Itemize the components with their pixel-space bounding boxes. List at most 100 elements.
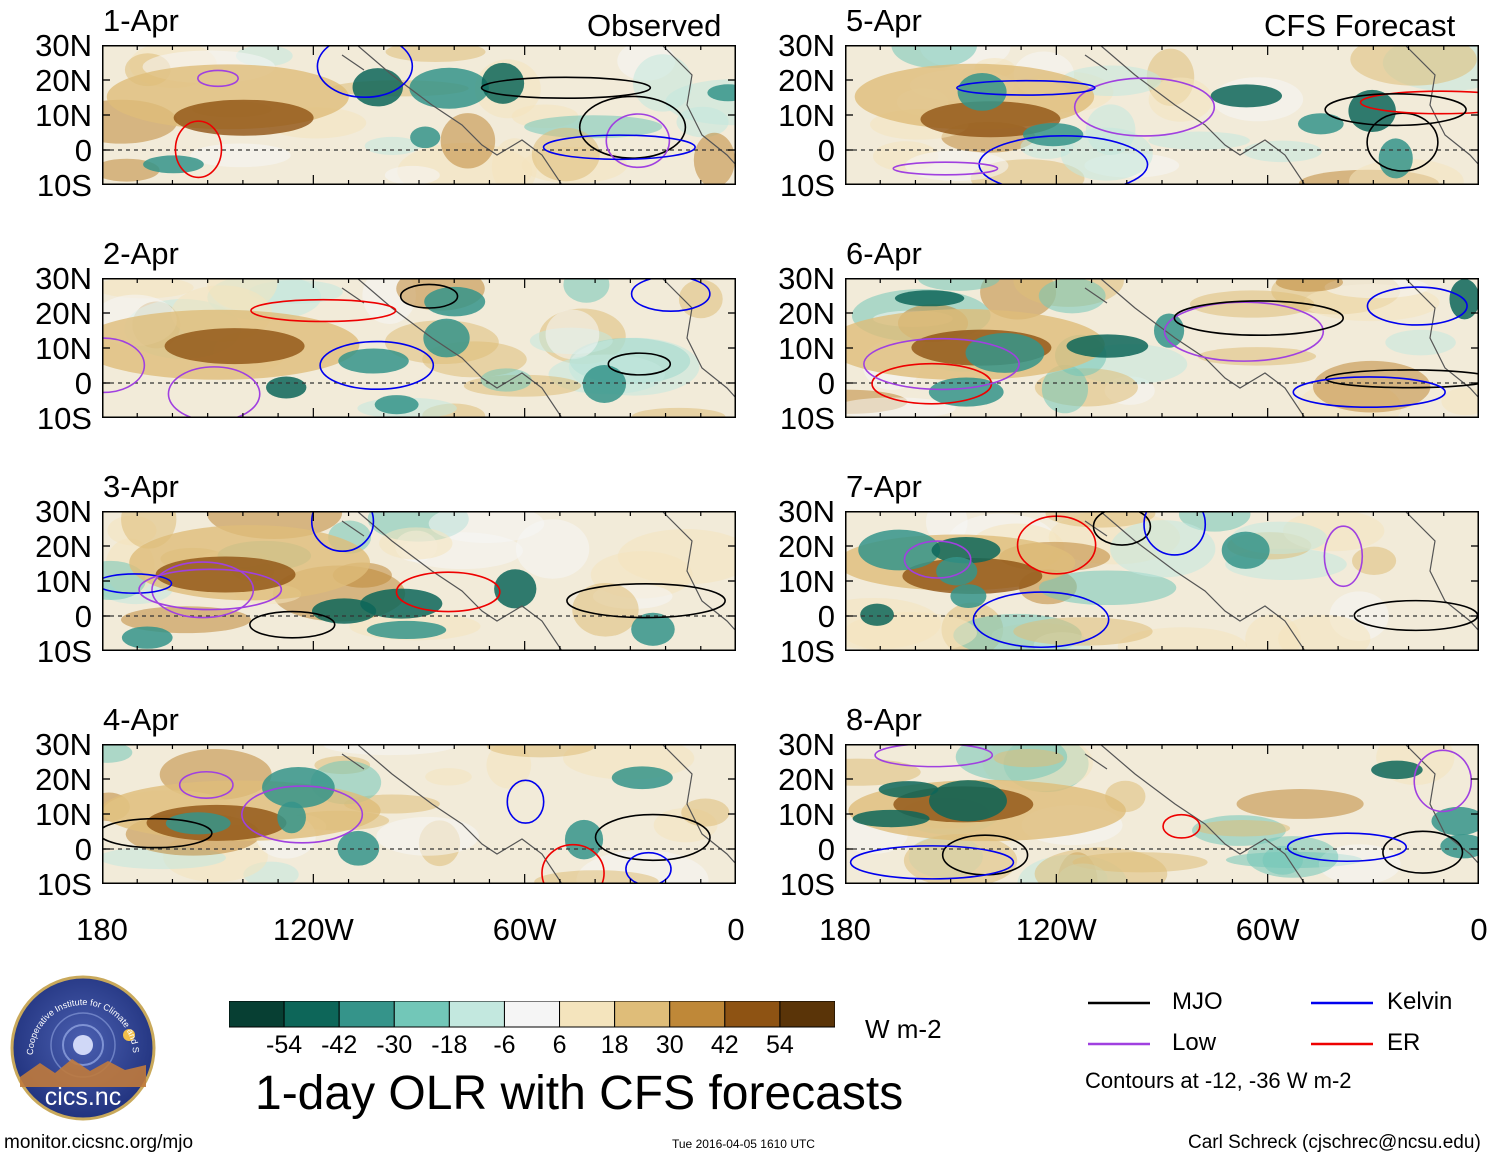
colorbar-swatch xyxy=(393,1001,450,1028)
colorbar: -54 -42 -30 -18 -6 6 18 30 42 54 xyxy=(229,1001,835,1061)
contour-loop xyxy=(542,134,696,161)
colorbar-swatch xyxy=(503,1001,561,1028)
olr-blob xyxy=(563,278,610,303)
colorbar-label: 6 xyxy=(552,1031,567,1059)
contour-loop xyxy=(1292,376,1446,409)
olr-blob xyxy=(440,113,496,169)
olr-blob xyxy=(681,798,730,827)
olr-blob xyxy=(121,626,173,649)
olr-blob xyxy=(993,749,1064,768)
x-tick-label: 0 xyxy=(727,912,745,947)
olr-blob xyxy=(1275,278,1343,292)
olr-blob xyxy=(1013,617,1153,646)
olr-blob xyxy=(936,557,978,586)
contour-loop xyxy=(1413,749,1473,813)
y-tick-label: 30N xyxy=(35,494,92,529)
olr-blob xyxy=(894,290,965,307)
olr-blob xyxy=(337,830,380,866)
olr-field-1-Apr xyxy=(102,45,736,185)
olr-blob xyxy=(852,809,930,828)
olr-blob xyxy=(376,816,479,856)
legend-low: Low xyxy=(1172,1029,1217,1056)
olr-blob xyxy=(164,328,305,365)
olr-blob xyxy=(693,132,735,185)
olr-blob xyxy=(572,582,639,637)
y-tick-label: 10S xyxy=(779,867,835,902)
x-tick-label: 120W xyxy=(272,912,354,947)
contour-loop xyxy=(1359,90,1479,115)
contour-loop xyxy=(625,851,672,884)
olr-blob xyxy=(360,588,443,619)
y-tick-label: 20N xyxy=(778,529,835,564)
olr-blob xyxy=(1034,847,1168,884)
contour-loop xyxy=(630,278,711,313)
contour-loop xyxy=(241,785,364,844)
y-tick-label: 0 xyxy=(74,366,92,401)
y-tick-label: 10S xyxy=(36,168,92,203)
olr-blob xyxy=(860,603,894,626)
olr-blob xyxy=(1236,789,1364,819)
contour-loop xyxy=(250,298,397,323)
olr-blob xyxy=(531,127,600,182)
contour-loop xyxy=(849,845,1015,880)
contour-loop xyxy=(1382,830,1464,874)
y-tick-label: 10S xyxy=(779,401,835,436)
contour-loop xyxy=(480,76,652,100)
olr-blob xyxy=(845,397,956,418)
contour-loop xyxy=(399,283,459,309)
footer-url: monitor.cicsnc.org/mjo xyxy=(4,1132,194,1153)
y-tick-label: 30N xyxy=(35,727,92,762)
y-tick-label: 30N xyxy=(35,28,92,63)
colorbar-swatch xyxy=(229,1001,285,1028)
y-tick-label: 20N xyxy=(778,296,835,331)
y-tick-label: 30N xyxy=(778,494,835,529)
olr-field-8-Apr xyxy=(845,744,1479,884)
colorbar-swatch xyxy=(614,1001,671,1028)
olr-blob xyxy=(965,332,1045,373)
colorbar-label: -30 xyxy=(376,1031,413,1059)
colorbar-label: -18 xyxy=(431,1031,468,1059)
olr-blob xyxy=(957,72,1007,111)
contour-loop xyxy=(863,337,1020,391)
olr-blob xyxy=(486,744,595,758)
olr-blob xyxy=(1350,45,1477,86)
olr-field-2-Apr xyxy=(102,278,736,418)
olr-anomaly-blobs xyxy=(845,511,1397,651)
contour-loop xyxy=(102,573,173,594)
olr-blob xyxy=(120,606,251,634)
olr-blob xyxy=(1038,278,1106,314)
y-tick-label: 20N xyxy=(35,762,92,797)
olr-blob xyxy=(678,279,723,319)
olr-anomaly-blobs xyxy=(102,45,736,185)
contour-loop xyxy=(197,69,239,88)
contour-loop xyxy=(167,366,261,418)
olr-blob xyxy=(1318,844,1401,884)
y-tick-label: 10N xyxy=(778,564,835,599)
olr-blob xyxy=(262,766,335,809)
olr-field-5-Apr xyxy=(845,45,1479,185)
colorbar-label: -42 xyxy=(321,1031,358,1059)
olr-blob xyxy=(582,365,627,403)
contour-loop xyxy=(874,744,994,768)
colorbar-label: 42 xyxy=(710,1031,739,1059)
contour-loop xyxy=(316,45,414,99)
olr-blob xyxy=(707,84,736,102)
olr-blob xyxy=(918,278,1000,291)
olr-blob xyxy=(423,318,470,358)
olr-blob xyxy=(545,309,600,360)
contour-loop xyxy=(541,843,605,884)
logo-text: cics.nc xyxy=(45,1083,121,1111)
contour-loop xyxy=(978,135,1149,185)
contour-loop xyxy=(395,571,501,613)
olr-blob xyxy=(1351,546,1397,575)
y-tick-label: 20N xyxy=(35,529,92,564)
y-tick-label: 20N xyxy=(778,63,835,98)
map-panel-5-Apr xyxy=(845,45,1479,185)
olr-blob xyxy=(379,527,453,560)
olr-blob xyxy=(920,101,1061,138)
panel-date-label: 5-Apr xyxy=(846,3,922,38)
olr-blob xyxy=(1431,806,1479,836)
y-tick-label: 30N xyxy=(778,727,835,762)
olr-field-6-Apr xyxy=(845,278,1479,418)
olr-blob xyxy=(564,819,604,860)
